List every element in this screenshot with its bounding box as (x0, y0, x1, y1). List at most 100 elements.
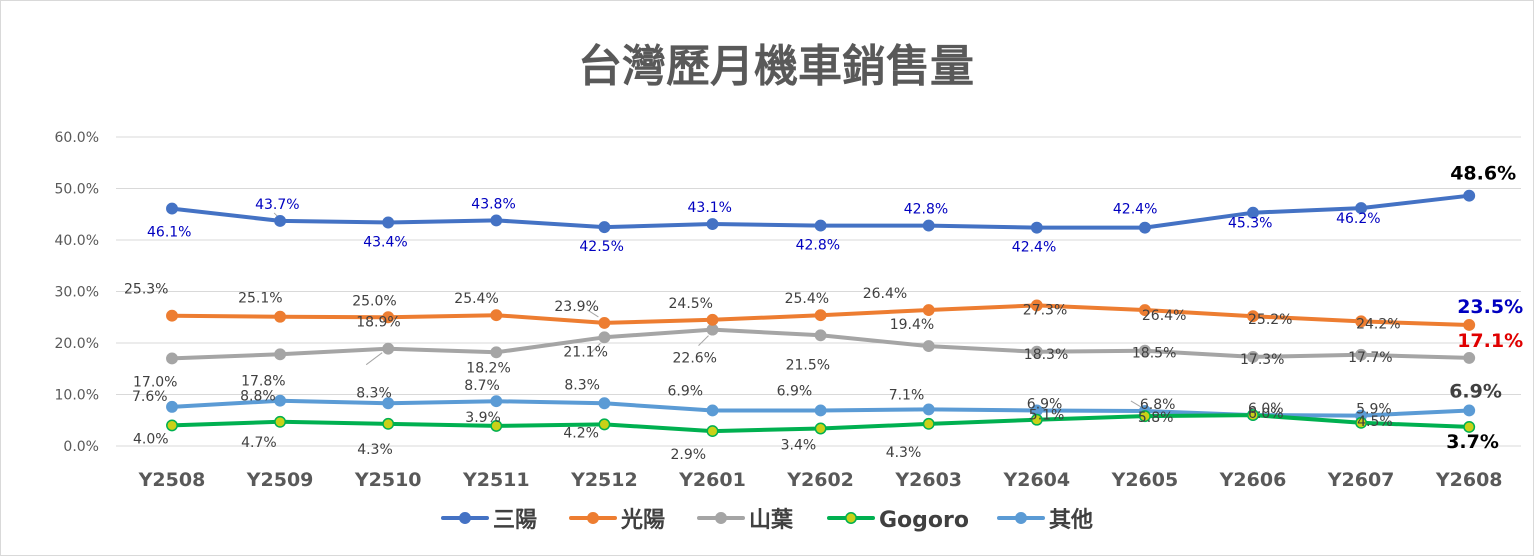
data-label: 17.7% (1348, 350, 1392, 366)
data-label: 6.0% (1248, 406, 1284, 422)
data-label: 6.9% (668, 383, 704, 399)
data-label: 8.8% (240, 389, 276, 405)
data-label: 4.3% (357, 442, 393, 458)
data-point (1463, 404, 1476, 417)
data-point (274, 415, 287, 428)
legend-label: Gogoro (879, 508, 969, 533)
x-tick-label: Y2509 (246, 469, 314, 491)
x-tick-label: Y2508 (138, 469, 206, 491)
data-label: 5.9% (1356, 402, 1392, 418)
data-point (382, 311, 395, 324)
data-point (1138, 304, 1151, 316)
data-label: 2.9% (671, 447, 707, 463)
x-tick-label: Y2607 (1327, 469, 1395, 491)
data-point (706, 323, 719, 336)
data-label: 27.3% (1023, 302, 1067, 318)
y-tick-label: 50.0% (55, 182, 99, 198)
leader-line (587, 309, 599, 318)
data-point (1463, 420, 1476, 433)
data-label: 17.1% (1457, 330, 1523, 352)
data-point (1138, 221, 1151, 234)
data-label: 46.2% (1336, 211, 1380, 227)
y-tick-label: 0.0% (63, 439, 99, 455)
data-label: 26.4% (1142, 308, 1186, 324)
data-point (598, 397, 611, 410)
data-label: 21.1% (563, 344, 607, 360)
data-label: 48.6% (1450, 163, 1516, 185)
x-tick-label: Y2606 (1219, 469, 1287, 491)
data-label: 43.8% (471, 196, 515, 212)
data-label: 3.9% (465, 410, 501, 426)
y-tick-label: 30.0% (55, 285, 99, 301)
y-tick-label: 40.0% (55, 233, 99, 249)
data-point (814, 329, 827, 342)
x-tick-label: Y2511 (462, 469, 530, 491)
data-label: 8.7% (464, 378, 500, 394)
data-point (166, 202, 178, 215)
data-point (922, 219, 935, 232)
data-labels: 46.1% 43.7% 43.4% 43.8% 42.5% 43.1% 42.8% 42.8%… (124, 163, 1523, 463)
data-label: 42.8% (796, 238, 840, 254)
data-point (814, 309, 827, 322)
data-label: 8.3% (356, 385, 392, 401)
data-point (490, 395, 503, 408)
data-point (1247, 310, 1259, 323)
data-label: 6.9% (1449, 380, 1502, 402)
x-tick-label: Y2608 (1435, 469, 1503, 491)
data-point (706, 404, 719, 417)
data-point (274, 394, 287, 407)
data-point (490, 346, 503, 359)
data-point (1463, 189, 1476, 202)
data-point (274, 214, 287, 227)
data-label: 18.5% (1132, 346, 1176, 362)
data-label: 25.4% (454, 291, 498, 307)
legend-label: 山葉 (749, 508, 794, 533)
leader-line (1130, 400, 1142, 408)
data-point (1030, 413, 1043, 426)
data-label: 17.8% (241, 373, 285, 389)
data-label: 4.7% (241, 435, 277, 451)
legend-marker (845, 512, 857, 524)
data-point (922, 417, 935, 430)
data-label: 25.2% (1248, 312, 1292, 328)
series-markers (166, 189, 1476, 438)
data-label: 6.8% (1140, 397, 1176, 413)
data-point (1138, 410, 1151, 423)
legend-marker (715, 512, 727, 524)
data-point (1247, 409, 1259, 422)
x-tick-label: Y2512 (570, 469, 638, 491)
data-label: 42.4% (1113, 202, 1157, 218)
data-label: 25.4% (785, 291, 829, 307)
data-point (166, 309, 178, 322)
grid-lines (116, 136, 1521, 447)
data-label: 25.0% (352, 293, 396, 309)
data-label: 6.0% (1248, 401, 1284, 417)
y-axis-ticks: 0.0% 10.0% 20.0% 30.0% 40.0% 50.0% 60.0% (55, 130, 99, 455)
data-point (1463, 319, 1476, 331)
data-label: 46.1% (147, 225, 191, 241)
data-point (1030, 221, 1043, 234)
data-label: 4.3% (886, 445, 922, 461)
leader-line (365, 352, 383, 366)
data-label: 43.4% (363, 234, 407, 250)
x-tick-label: Y2602 (786, 469, 854, 491)
data-point (706, 313, 719, 326)
x-axis-ticks: Y2508 Y2509 Y2510 Y2511 Y2512 Y2601 Y2602 Y2603… (138, 469, 1503, 491)
data-label: 42.5% (579, 239, 623, 255)
x-tick-label: Y2510 (354, 469, 422, 491)
leader-line (590, 342, 601, 354)
x-tick-label: Y2605 (1111, 469, 1179, 491)
data-point (598, 221, 611, 234)
data-label: 26.4% (863, 286, 907, 302)
data-point (1355, 315, 1368, 328)
data-label: 23.5% (1457, 296, 1523, 318)
data-label: 17.0% (133, 374, 177, 390)
data-point (1247, 350, 1259, 363)
data-label: 42.8% (904, 202, 948, 218)
data-point (814, 422, 827, 435)
data-label: 4.2% (563, 425, 599, 441)
legend-marker (1015, 512, 1027, 524)
x-tick-label: Y2603 (894, 469, 962, 491)
data-point (382, 397, 395, 410)
